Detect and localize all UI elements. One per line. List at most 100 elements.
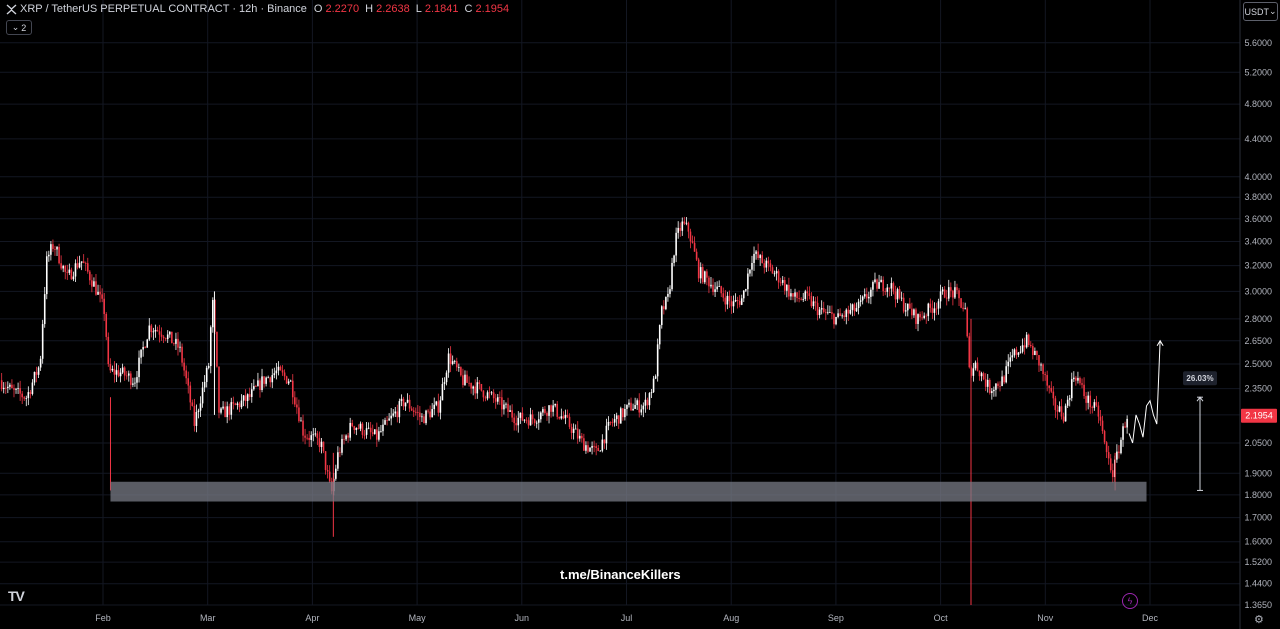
time-tick-label: Mar: [200, 613, 216, 623]
candle-body: [820, 308, 823, 310]
candle-body: [209, 327, 212, 367]
chart-header: XRP / TetherUS PERPETUAL CONTRACT · 12h …: [6, 3, 512, 15]
candle-body: [767, 260, 770, 264]
candle-body: [991, 391, 993, 393]
candle-body: [525, 419, 528, 421]
candle-body: [950, 287, 952, 291]
candle-body: [978, 370, 981, 377]
price-tick-label: 1.4400: [1244, 579, 1272, 589]
candle-body: [593, 445, 595, 447]
candle-body: [234, 403, 237, 405]
candle-body: [1070, 379, 1073, 399]
candle-body: [80, 261, 83, 263]
candle-body: [691, 241, 694, 243]
candle-body: [511, 410, 513, 418]
candle-body: [380, 431, 382, 432]
candle-body: [822, 308, 825, 312]
lightning-icon[interactable]: ϟ: [1122, 593, 1138, 609]
candle-body: [408, 399, 411, 409]
candle-body: [388, 418, 390, 421]
candle-body: [837, 313, 839, 317]
candle-body: [753, 253, 755, 263]
candle-body: [136, 377, 138, 383]
time-tick-label: Feb: [95, 613, 111, 623]
candle-body: [550, 405, 552, 412]
candle-body: [609, 421, 612, 423]
candle-body: [613, 419, 616, 423]
candle-body: [786, 284, 788, 291]
candle-body: [964, 308, 966, 310]
candle-body: [718, 286, 720, 287]
candle-body: [11, 384, 13, 389]
candle-body: [761, 255, 764, 264]
candle-body: [1042, 364, 1044, 375]
price-tick-label: 1.6000: [1244, 537, 1272, 547]
candle-body: [142, 347, 144, 350]
gear-icon[interactable]: ⚙: [1254, 614, 1264, 626]
candle-body: [722, 293, 725, 298]
candle-body: [25, 398, 28, 399]
candle-body: [812, 301, 815, 307]
candle-body: [148, 325, 151, 340]
candle-body: [433, 404, 436, 410]
candle-body: [2, 387, 5, 390]
candle-body: [544, 409, 546, 414]
candle-body: [470, 382, 472, 389]
candle-body: [99, 291, 101, 295]
candle-body: [769, 263, 772, 268]
candle-body: [968, 336, 971, 368]
candle-body: [261, 376, 263, 390]
candle-body: [392, 413, 395, 416]
candle-body: [624, 408, 626, 418]
candle-body: [224, 406, 226, 418]
candle-body: [974, 362, 977, 369]
candle-body: [765, 260, 768, 268]
candle-body: [230, 402, 233, 415]
candle-body: [507, 403, 509, 412]
candle-body: [339, 452, 341, 454]
candle-body: [847, 309, 850, 314]
candle-body: [294, 397, 296, 405]
candle-body: [995, 383, 997, 390]
candle-body: [462, 375, 464, 385]
candle-body: [212, 299, 214, 328]
candle-body: [89, 271, 91, 281]
candle-body: [843, 315, 846, 317]
candle-body: [853, 304, 856, 312]
time-tick-label: Jul: [621, 613, 633, 623]
candle-body: [527, 420, 530, 426]
candle-body: [312, 434, 315, 436]
symbol-title[interactable]: XRP / TetherUS PERPETUAL CONTRACT · 12h …: [20, 3, 307, 15]
candle-body: [952, 290, 954, 298]
candle-body: [402, 398, 405, 407]
candle-body: [35, 371, 38, 375]
currency-button[interactable]: USDT ⌄: [1243, 2, 1278, 21]
candle-body: [269, 377, 272, 383]
price-tick-label: 1.9000: [1244, 468, 1272, 478]
candle-body: [1120, 439, 1122, 454]
candle-body: [615, 415, 618, 420]
candle-body: [347, 435, 349, 438]
candle-body: [1034, 350, 1036, 356]
candle-body: [1095, 402, 1098, 406]
candle-body: [173, 343, 175, 345]
candle-body: [255, 386, 257, 387]
indicator-collapse-button[interactable]: ⌄ 2: [6, 20, 32, 35]
candle-body: [824, 311, 827, 313]
candle-body: [859, 300, 862, 302]
candle-body: [699, 267, 702, 279]
tradingview-logo[interactable]: TV: [8, 588, 25, 604]
price-tick-label: 2.0500: [1244, 438, 1272, 448]
open-label: O: [313, 3, 323, 15]
candle-body: [345, 435, 347, 440]
candle-body: [558, 416, 561, 419]
candle-body: [242, 395, 245, 401]
candle-body: [552, 405, 554, 412]
candle-body: [833, 313, 835, 325]
candle-body: [515, 423, 518, 426]
price-tick-label: 3.4000: [1244, 237, 1272, 247]
candle-body: [54, 249, 56, 250]
candle-body: [48, 254, 50, 257]
candle-body: [734, 300, 737, 302]
